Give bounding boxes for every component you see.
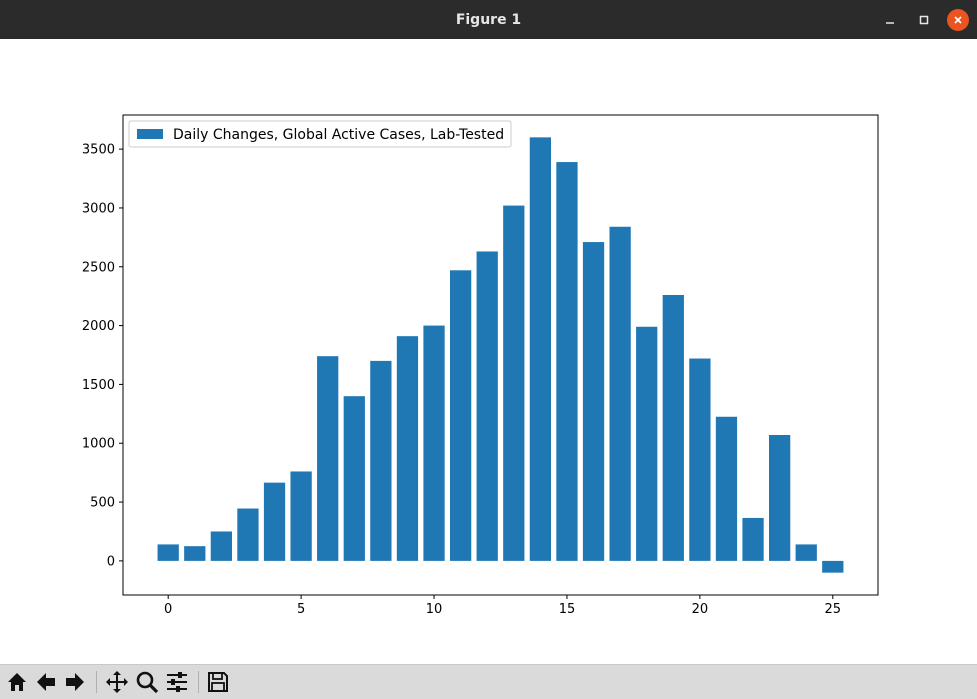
pan-button[interactable] <box>104 669 130 695</box>
bar-16 <box>582 242 605 561</box>
bar-23 <box>769 435 791 561</box>
move-icon <box>106 671 128 693</box>
y-tick-label: 1500 <box>82 378 115 393</box>
y-tick-label: 3500 <box>82 143 115 158</box>
minimize-icon[interactable] <box>879 9 901 31</box>
x-tick-label: 20 <box>692 602 709 617</box>
floppy-disk-icon <box>208 672 228 692</box>
bar-19 <box>662 295 684 561</box>
bar-3 <box>237 508 259 561</box>
close-icon[interactable] <box>947 9 969 31</box>
bar-6 <box>317 356 339 561</box>
configure-subplots-button[interactable] <box>164 669 190 695</box>
x-tick-label: 5 <box>297 602 305 617</box>
back-button[interactable] <box>33 669 59 695</box>
y-tick-label: 2500 <box>82 260 115 275</box>
x-tick-label: 15 <box>559 602 576 617</box>
forward-button[interactable] <box>62 669 88 695</box>
bar-17 <box>609 226 631 561</box>
sliders-icon <box>167 672 187 692</box>
bar-20 <box>689 358 711 561</box>
x-tick-label: 0 <box>164 602 172 617</box>
bar-7 <box>343 396 365 561</box>
bar-8 <box>370 360 392 561</box>
save-button[interactable] <box>205 669 231 695</box>
bar-13 <box>503 205 525 561</box>
bar-14 <box>529 137 552 561</box>
legend-label: Daily Changes, Global Active Cases, Lab-… <box>173 127 504 143</box>
home-button[interactable] <box>4 669 30 695</box>
window-title: Figure 1 <box>455 12 522 28</box>
y-tick-label: 0 <box>107 554 115 569</box>
arrow-left-icon <box>37 673 55 691</box>
bar-9 <box>396 336 419 561</box>
navigation-toolbar <box>0 664 977 699</box>
bar-11 <box>449 270 472 561</box>
bar-24 <box>795 544 817 561</box>
legend-swatch <box>137 129 163 139</box>
bar-1 <box>184 546 206 561</box>
bar-2 <box>210 531 232 561</box>
bar-10 <box>423 325 445 561</box>
bar-25 <box>822 560 844 573</box>
x-tick-label: 25 <box>825 602 842 617</box>
y-tick-label: 3000 <box>82 201 115 216</box>
legend-box <box>128 120 512 148</box>
y-tick-label: 500 <box>90 496 115 511</box>
bar-22 <box>742 517 764 561</box>
toolbar-separator <box>96 671 97 693</box>
bar-12 <box>476 251 498 561</box>
bar-5 <box>290 471 312 561</box>
y-tick-label: 1000 <box>82 437 115 452</box>
window-titlebar: Figure 1 <box>0 0 977 39</box>
bar-15 <box>556 162 578 561</box>
figure-canvas: 0 5 10 15 20 25 0 500 1000 1500 2000 2500 3000 3500 Da… <box>0 39 977 664</box>
bar-chart: 0 5 10 15 20 25 0 500 1000 1500 2000 2500 3000 3500 Da… <box>82 114 879 617</box>
bar-4 <box>263 482 286 561</box>
y-tick-label: 2000 <box>82 319 115 334</box>
bar-21 <box>715 416 738 561</box>
x-tick-label: 10 <box>426 602 443 617</box>
bar-18 <box>636 326 658 561</box>
toolbar-separator <box>198 671 199 693</box>
maximize-icon[interactable] <box>913 9 935 31</box>
zoom-button[interactable] <box>134 669 160 695</box>
plot-frame <box>122 114 879 596</box>
arrow-right-icon <box>66 673 84 691</box>
home-icon <box>8 673 26 691</box>
bar-0 <box>157 544 179 561</box>
magnifier-icon <box>136 671 159 694</box>
